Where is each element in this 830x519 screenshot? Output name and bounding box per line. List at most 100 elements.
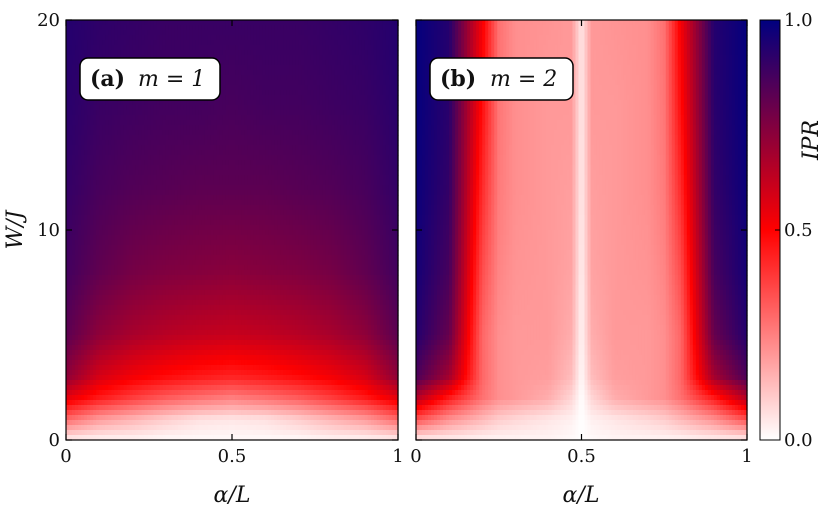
- heatmap-cell: [81, 20, 85, 26]
- heatmap-cell: [102, 30, 106, 36]
- heatmap-cell: [250, 40, 254, 46]
- heatmap-cell: [78, 50, 82, 56]
- heatmap-cell: [274, 55, 278, 61]
- heatmap-cell: [304, 35, 309, 41]
- heatmap-cell: [343, 50, 348, 56]
- heatmap-cell: [238, 35, 242, 41]
- heatmap-cell: [388, 40, 393, 46]
- heatmap-cell: [207, 20, 212, 26]
- heatmap-cell: [102, 20, 106, 26]
- heatmap-cell: [307, 45, 312, 51]
- heatmap-cell: [72, 60, 76, 66]
- heatmap-cell: [307, 60, 312, 66]
- heatmap-cell: [171, 35, 176, 41]
- heatmap-cell: [334, 50, 339, 56]
- heatmap-cell: [126, 30, 130, 36]
- heatmap-cell: [352, 20, 357, 26]
- heatmap-cell: [135, 25, 140, 31]
- heatmap-cell: [117, 30, 121, 36]
- heatmap-cell: [114, 50, 118, 56]
- heatmap-cell: [385, 60, 390, 66]
- heatmap-cell: [337, 40, 342, 46]
- heatmap-cell: [87, 35, 91, 41]
- heatmap-cell: [319, 20, 324, 26]
- heatmap-cell: [180, 50, 185, 56]
- heatmap-cell: [262, 50, 266, 56]
- heatmap-cell: [322, 20, 327, 26]
- heatmap-cell: [96, 30, 100, 36]
- heatmap-cell: [210, 35, 215, 41]
- heatmap-cell: [346, 40, 351, 46]
- heatmap-cell: [174, 30, 179, 36]
- heatmap-cell: [114, 30, 118, 36]
- heatmap-cell: [280, 30, 284, 36]
- heatmap-cell: [292, 30, 296, 36]
- heatmap-cell: [382, 50, 387, 56]
- heatmap-cell: [162, 50, 167, 56]
- heatmap-cell: [216, 20, 221, 26]
- heatmap-cell: [274, 45, 278, 51]
- heatmap-cell: [322, 45, 327, 51]
- heatmap-cell: [102, 45, 106, 51]
- heatmap-cell: [280, 50, 284, 56]
- heatmap-cell: [135, 30, 140, 36]
- heatmap-cell: [367, 30, 372, 36]
- heatmap-cell: [394, 60, 399, 66]
- heatmap-cell: [325, 40, 330, 46]
- heatmap-cell: [331, 45, 336, 51]
- heatmap-cell: [189, 25, 194, 31]
- heatmap-cell: [394, 50, 399, 56]
- heatmap-cell: [337, 30, 342, 36]
- heatmap-cell: [126, 25, 130, 31]
- heatmap-cell: [198, 25, 203, 31]
- heatmap-cell: [78, 55, 82, 61]
- heatmap-cell: [256, 20, 260, 26]
- heatmap-cell: [168, 40, 173, 46]
- heatmap-cell: [228, 60, 233, 66]
- heatmap-cell: [177, 30, 182, 36]
- heatmap-cell: [316, 20, 321, 26]
- heatmap-cell: [168, 50, 173, 56]
- heatmap-cell: [198, 35, 203, 41]
- heatmap-cell: [376, 20, 381, 26]
- heatmap-cell: [262, 60, 266, 66]
- heatmap-cell: [325, 30, 330, 36]
- heatmap-cell: [225, 40, 230, 46]
- heatmap-cell: [340, 55, 345, 61]
- heatmap-cell: [370, 35, 375, 41]
- heatmap-cell: [126, 40, 130, 46]
- heatmap-cell: [307, 50, 312, 56]
- heatmap-cell: [129, 35, 133, 41]
- heatmap-cell: [316, 35, 321, 41]
- heatmap-cell: [292, 55, 296, 61]
- heatmap-cell: [256, 60, 260, 66]
- heatmap-cell: [349, 30, 354, 36]
- heatmap-cell: [280, 55, 284, 61]
- heatmap-cell: [259, 55, 263, 61]
- heatmap-cell: [262, 55, 266, 61]
- heatmap-cell: [346, 60, 351, 66]
- heatmap-cell: [186, 35, 191, 41]
- heatmap-cell: [301, 60, 306, 66]
- heatmap-cell: [210, 50, 215, 56]
- heatmap-cell: [138, 50, 143, 56]
- heatmap-cell: [367, 25, 372, 31]
- heatmap-cell: [204, 20, 209, 26]
- heatmap-cell: [90, 50, 94, 56]
- heatmap-cell: [162, 45, 167, 51]
- heatmap-cell: [376, 40, 381, 46]
- heatmap-cell: [238, 40, 242, 46]
- heatmap-cell: [337, 60, 342, 66]
- heatmap-cell: [355, 60, 360, 66]
- heatmap-cell: [207, 50, 212, 56]
- heatmap-cell: [265, 50, 269, 56]
- heatmap-cell: [337, 45, 342, 51]
- heatmap-cell: [156, 25, 161, 31]
- heatmap-cell: [198, 50, 203, 56]
- heatmap-cell: [81, 30, 85, 36]
- heatmap-cell: [225, 30, 230, 36]
- heatmap-cell: [84, 20, 88, 26]
- heatmap-cell: [394, 45, 399, 51]
- heatmap-cell: [183, 40, 188, 46]
- heatmap-cell: [244, 45, 248, 51]
